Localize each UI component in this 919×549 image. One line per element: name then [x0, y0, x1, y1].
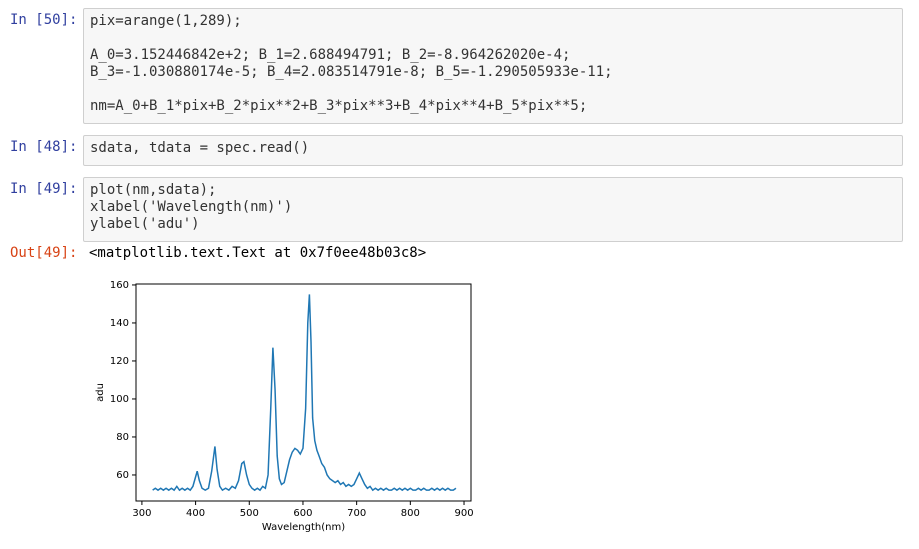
input-prompt: In [48]: — [10, 139, 78, 155]
code-line: A_0=3.152446842e+2; B_1=2.688494791; B_2… — [90, 47, 571, 63]
y-tick-label: 120 — [110, 356, 129, 367]
y-tick-label: 160 — [110, 280, 129, 291]
y-tick-label: 140 — [110, 318, 129, 329]
code-line: nm=A_0+B_1*pix+B_2*pix**2+B_3*pix**3+B_4… — [90, 98, 588, 114]
output-prompt: Out[49]: — [10, 245, 78, 261]
x-tick-label: 800 — [401, 508, 420, 519]
x-tick-label: 500 — [240, 508, 259, 519]
x-tick-label: 600 — [293, 508, 312, 519]
x-tick-label: 400 — [186, 508, 205, 519]
code-line: plot(nm,sdata); — [90, 182, 217, 198]
axes-frame — [135, 283, 472, 502]
x-axis-label: Wavelength(nm) — [262, 522, 345, 533]
code-cell[interactable]: sdata, tdata = spec.read() — [83, 135, 903, 166]
code-line: sdata, tdata = spec.read() — [90, 140, 310, 156]
y-axis-label: adu — [95, 383, 106, 402]
x-tick-label: 300 — [132, 508, 151, 519]
code-line: xlabel('Wavelength(nm)') — [90, 199, 293, 215]
code-cell[interactable]: plot(nm,sdata); xlabel('Wavelength(nm)') y… — [83, 177, 903, 242]
y-tick-label: 80 — [116, 432, 129, 443]
y-tick-label: 100 — [110, 394, 129, 405]
output-text: <matplotlib.text.Text at 0x7f0ee48b03c8> — [89, 245, 427, 261]
code-cell[interactable]: pix=arange(1,289); A_0=3.152446842e+2; B_… — [83, 8, 903, 124]
code-line: B_3=-1.030880174e-5; B_4=2.083514791e-8;… — [90, 64, 613, 80]
line-series — [152, 294, 457, 492]
blank-line — [90, 30, 894, 47]
input-prompt: In [49]: — [10, 181, 78, 197]
x-tick-label: 700 — [347, 508, 366, 519]
y-tick-label: 60 — [116, 470, 129, 481]
code-line: pix=arange(1,289); — [90, 13, 242, 29]
code-line: ylabel('adu') — [90, 216, 200, 232]
x-tick-label: 900 — [454, 508, 473, 519]
blank-line — [90, 81, 894, 98]
input-prompt: In [50]: — [10, 12, 78, 28]
